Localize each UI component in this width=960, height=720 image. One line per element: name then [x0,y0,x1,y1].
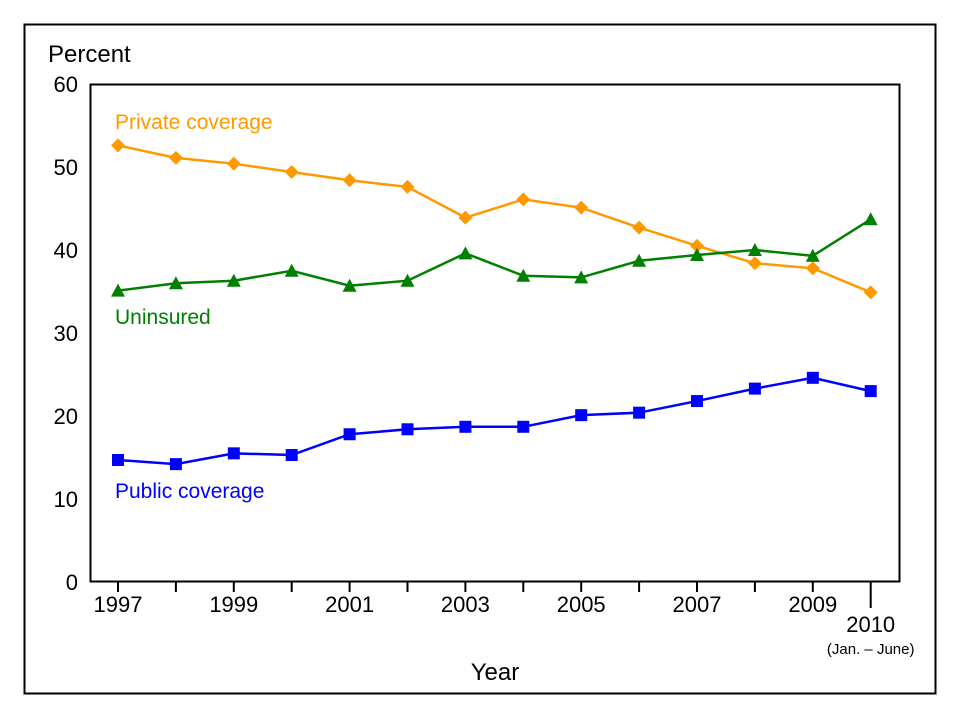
data-point [806,371,819,384]
data-point [575,409,588,422]
series-public-coverage [112,371,877,471]
data-point [111,138,125,153]
x-tick-label: 2009 [788,592,837,617]
data-point [747,256,762,271]
chart-frame [23,23,937,695]
data-point [226,156,241,171]
data-point [632,253,647,267]
data-point [284,263,299,277]
x-tick-label: 2007 [673,592,722,617]
x-tick-label: 1997 [94,592,143,617]
data-point [169,458,182,471]
data-point [690,247,704,261]
y-tick-label: 10 [54,487,78,512]
data-point [747,243,762,256]
series-line [117,376,871,466]
data-point [112,453,124,466]
x-axis-label: Year [471,659,520,686]
data-point [226,273,241,287]
data-point [342,173,357,188]
data-point [401,423,414,436]
data-point [632,220,647,235]
data-point [400,273,415,287]
series-line [117,144,872,294]
data-point [343,428,356,441]
x-tick-label: 2005 [557,592,606,617]
data-point [864,385,877,398]
data-point [400,179,415,194]
data-point [227,447,240,460]
data-point [168,276,183,290]
data-point [748,382,761,395]
y-tick-label: 60 [54,72,78,97]
data-point [863,285,878,300]
data-point [805,261,820,276]
series-label: Public coverage [115,480,264,503]
data-point [285,449,298,462]
y-tick-label: 30 [54,321,78,346]
x-tick-label: 2001 [325,592,374,617]
x-tick-label: 2003 [441,592,490,617]
data-point [574,200,589,215]
plot-area [89,83,901,583]
data-point [458,246,473,260]
data-point [691,395,703,408]
data-point [633,406,646,419]
data-point [168,150,183,165]
data-point [458,210,473,225]
y-axis-label: Percent [48,41,131,68]
y-tick-label: 50 [54,155,78,180]
series-line [117,218,872,292]
y-tick-label: 40 [54,238,78,263]
x-tick-label: 1999 [209,592,258,617]
y-tick-label: 0 [66,570,78,595]
data-point [574,270,589,284]
series-private-coverage [111,138,878,300]
y-tick-label: 20 [54,404,78,429]
data-point [863,212,878,226]
data-point [342,278,357,292]
data-point [111,283,125,297]
data-point [284,164,299,179]
series-label: Uninsured [115,306,211,329]
data-point [516,268,531,282]
x-tick-label: 2010 [846,612,895,637]
series-uninsured [111,212,878,297]
data-point [690,238,704,253]
data-point [459,420,472,433]
x-tick-sublabel: (Jan. – June) [827,641,915,658]
data-point [805,248,820,262]
series-label: Private coverage [115,111,273,134]
data-point [516,192,531,207]
data-point [517,420,530,433]
